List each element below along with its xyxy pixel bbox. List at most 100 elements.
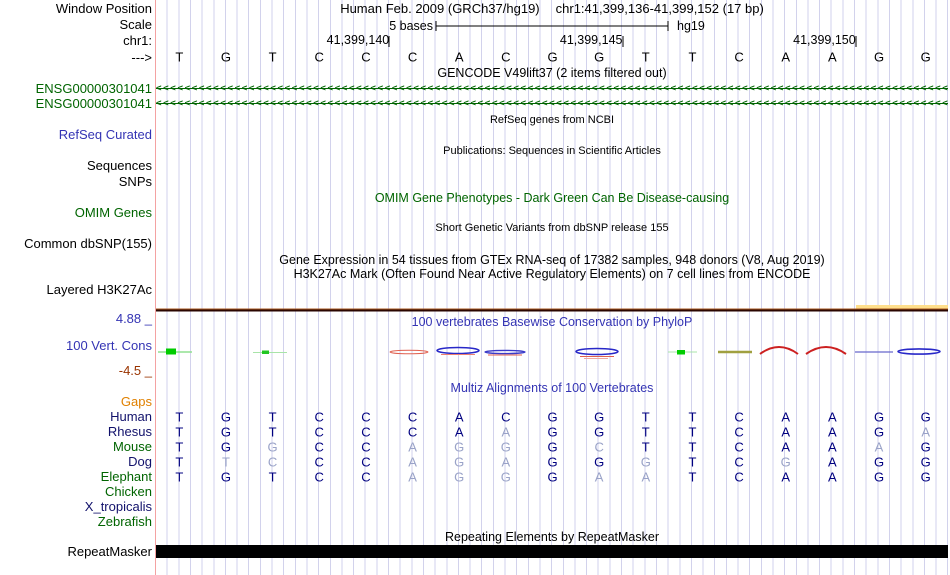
alignment-base: G	[547, 424, 558, 440]
alignment-base: G	[873, 424, 885, 440]
gencode-item-label[interactable]: ENSG00000301041	[35, 81, 152, 96]
multiz-row-label-gaps[interactable]: Gaps	[120, 394, 152, 409]
alignment-base: T	[688, 469, 697, 485]
ruler-coordinate: 41,399,140	[326, 33, 390, 47]
track-label-layered-h3k27ac[interactable]: Layered H3K27Ac	[46, 282, 152, 297]
scale-label[interactable]: Scale	[119, 17, 152, 32]
genome-version-label: hg19	[677, 19, 705, 33]
window-position-label[interactable]: Window Position	[55, 1, 152, 16]
multiz-row-label-mouse[interactable]: Mouse	[112, 439, 152, 454]
track-left-border	[155, 0, 156, 575]
repeatmasker-track-title: Repeating Elements by RepeatMasker	[444, 530, 659, 544]
phylop-track-title: 100 vertebrates Basewise Conservation by…	[411, 315, 693, 329]
alignment-base: A	[408, 439, 417, 455]
repeatmasker-element-bar[interactable]	[156, 545, 948, 558]
alignment-base: C	[314, 409, 324, 425]
track-label-100-vert-cons[interactable]: 100 Vert. Cons	[66, 338, 152, 353]
track-label-sequences[interactable]: Sequences	[86, 158, 152, 173]
track-label-repeatmasker[interactable]: RepeatMasker	[67, 544, 152, 559]
alignment-base: T	[268, 424, 277, 440]
alignment-base: T	[175, 424, 184, 440]
track-label-omim-genes[interactable]: OMIM Genes	[74, 205, 152, 220]
refseq-track-title: RefSeq genes from NCBI	[489, 114, 615, 126]
gencode-track-title: GENCODE V49lift37 (2 items filtered out)	[437, 66, 667, 80]
omim-track-title: OMIM Gene Phenotypes - Dark Green Can Be…	[374, 191, 730, 205]
sequence-base: G	[220, 49, 232, 65]
alignment-base: G	[220, 469, 232, 485]
track-label-common-dbsnp[interactable]: Common dbSNP(155)	[24, 236, 152, 251]
sequence-base: T	[268, 49, 277, 65]
alignment-base: C	[267, 454, 278, 470]
alignment-base: T	[221, 454, 230, 470]
strand-arrows: <<<<<<<<<<<<<<<<<<<<<<<<<<<<<<<<<<<<<<<<…	[156, 84, 948, 93]
alignment-base: T	[641, 409, 650, 425]
alignment-base: C	[734, 424, 744, 440]
alignment-base: C	[314, 454, 324, 470]
alignment-base: A	[454, 424, 464, 440]
gencode-transcript[interactable]: <<<<<<<<<<<<<<<<<<<<<<<<<<<<<<<<<<<<<<<<…	[156, 84, 948, 93]
alignment-base: G	[594, 454, 605, 470]
alignment-base: G	[920, 439, 931, 455]
gencode-transcript[interactable]: <<<<<<<<<<<<<<<<<<<<<<<<<<<<<<<<<<<<<<<<…	[156, 99, 948, 108]
sequence-base: A	[781, 49, 791, 65]
multiz-row-label-x-tropicalis[interactable]: X_tropicalis	[84, 499, 152, 514]
multiz-row-label-rhesus[interactable]: Rhesus	[107, 424, 152, 439]
multiz-row-label-chicken[interactable]: Chicken	[105, 484, 152, 499]
alignment-base: A	[828, 454, 837, 470]
h3k27ac-track-title: H3K27Ac Mark (Often Found Near Active Re…	[293, 267, 811, 281]
ruler-coordinate: 41,399,145	[559, 33, 623, 47]
gencode-item-label[interactable]: ENSG00000301041	[35, 96, 152, 111]
alignment-base: A	[408, 454, 417, 470]
strand-direction-label[interactable]: --->	[131, 50, 152, 65]
alignment-base: A	[408, 469, 417, 485]
assembly-position-header: Human Feb. 2009 (GRCh37/hg19) chr1:41,399…	[156, 2, 948, 16]
phylop-min-value[interactable]: -4.5 _	[118, 363, 152, 378]
alignment-base: G	[454, 454, 465, 470]
sequence-base: G	[873, 49, 885, 65]
alignment-base: C	[314, 469, 324, 485]
alignment-base: G	[547, 469, 558, 485]
alignment-base: G	[640, 454, 651, 470]
alignment-base: G	[500, 469, 511, 485]
sequence-base: G	[547, 49, 558, 65]
multiz-track-title: Multiz Alignments of 100 Vertebrates	[450, 381, 654, 395]
track-label-refseq-curated[interactable]: RefSeq Curated	[58, 127, 152, 142]
alignment-base: A	[594, 469, 604, 485]
sequence-base: C	[361, 49, 371, 65]
sequence-base: T	[688, 49, 697, 65]
alignment-base: A	[781, 424, 791, 440]
alignment-base: C	[734, 469, 744, 485]
multiz-row-label-dog[interactable]: Dog	[128, 454, 152, 469]
transcript-line	[156, 103, 948, 104]
alignment-base: G	[267, 439, 278, 455]
chrom-label[interactable]: chr1:	[123, 33, 152, 48]
alignment-base: C	[361, 469, 371, 485]
alignment-base: G	[220, 424, 232, 440]
alignment-base: G	[220, 439, 232, 455]
multiz-row-label-elephant[interactable]: Elephant	[100, 469, 152, 484]
publications-track-title: Publications: Sequences in Scientific Ar…	[443, 145, 661, 157]
alignment-base: C	[594, 439, 604, 455]
alignment-base: G	[547, 439, 558, 455]
alignment-base: A	[641, 469, 651, 485]
alignment-base: A	[828, 469, 837, 485]
alignment-base: C	[734, 439, 744, 455]
gtex-track-title: Gene Expression in 54 tissues from GTEx …	[279, 253, 825, 267]
alignment-base: G	[873, 469, 885, 485]
alignment-base: G	[920, 409, 931, 425]
alignment-base: T	[688, 409, 697, 425]
alignment-base: G	[220, 409, 232, 425]
alignment-base: G	[547, 409, 558, 425]
multiz-row-label-human[interactable]: Human	[110, 409, 152, 424]
alignment-base: C	[501, 409, 511, 425]
transcript-line	[156, 88, 948, 89]
phylop-max-value[interactable]: 4.88 _	[115, 311, 152, 326]
track-label-snps[interactable]: SNPs	[118, 174, 152, 189]
alignment-base: A	[781, 409, 791, 425]
sequence-base: G	[594, 49, 605, 65]
alignment-base: A	[781, 469, 791, 485]
alignment-base: T	[688, 454, 697, 470]
alignment-base: A	[828, 424, 837, 440]
multiz-row-label-zebrafish[interactable]: Zebrafish	[97, 514, 152, 529]
sequence-base: C	[734, 49, 744, 65]
